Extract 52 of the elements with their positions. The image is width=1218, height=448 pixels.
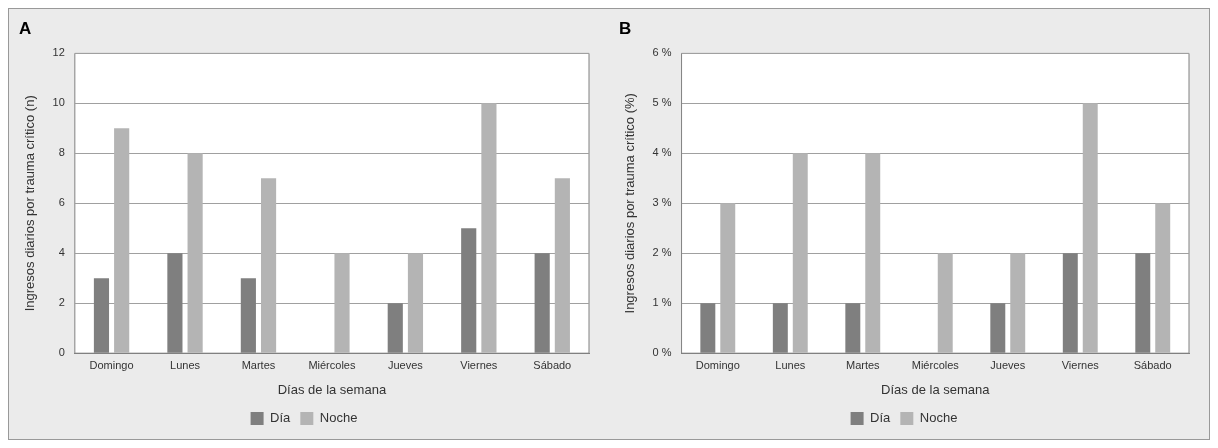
bar (937, 253, 953, 353)
legend-label: Noche (319, 410, 358, 426)
x-axis-title: Días de la semana (277, 381, 387, 397)
y-tick-label: 4 % (652, 146, 672, 159)
x-tick-label: Sábado (1133, 358, 1172, 371)
y-tick-label: 0 % (652, 346, 672, 359)
y-tick-label: 6 % (652, 46, 672, 59)
x-tick-label: Domingo (89, 358, 134, 371)
bar (792, 153, 808, 353)
legend-label: Noche (919, 410, 958, 426)
x-tick-label: Domingo (695, 358, 740, 371)
x-tick-label: Miércoles (911, 358, 960, 371)
bar (554, 178, 570, 353)
x-tick-label: Sábado (533, 358, 572, 371)
x-tick-label: Lunes (170, 358, 201, 371)
x-tick-label: Martes (845, 358, 881, 371)
bar (720, 203, 736, 353)
y-tick-label: 3 % (652, 196, 672, 209)
x-tick-label: Miércoles (308, 358, 356, 371)
y-axis-title: Ingresos diarios por trauma crítico (n) (22, 95, 38, 312)
y-tick-label: 12 (52, 46, 65, 59)
legend-label: Día (870, 410, 892, 426)
x-tick-label: Martes (241, 358, 276, 371)
x-tick-label: Jueves (990, 358, 1026, 371)
x-tick-label: Jueves (387, 358, 424, 371)
y-tick-label: 0 (58, 346, 65, 359)
bar (114, 128, 130, 353)
bar (1082, 103, 1098, 353)
bar (260, 178, 277, 353)
bar (1010, 253, 1026, 353)
bar (407, 253, 424, 353)
chart-title: B (619, 18, 632, 38)
y-tick-label: 5 % (652, 96, 672, 109)
y-tick-label: 2 (58, 296, 65, 309)
bar (187, 153, 203, 353)
y-tick-label: 8 (58, 146, 65, 159)
y-tick-label: 6 (58, 196, 65, 209)
y-tick-label: 2 % (652, 246, 672, 259)
y-tick-label: 1 % (652, 296, 672, 309)
bar (1155, 203, 1171, 353)
x-tick-label: Viernes (460, 358, 498, 371)
y-axis-title: Ingresos diarios por trauma crítico (%) (622, 93, 638, 314)
x-tick-label: Viernes (1061, 358, 1100, 371)
bar (865, 153, 881, 353)
y-tick-label: 10 (52, 96, 65, 109)
bar (481, 103, 497, 353)
chart-title: A (19, 18, 32, 38)
x-tick-label: Lunes (775, 358, 806, 371)
bar (334, 253, 350, 353)
legend-label: Día (270, 410, 292, 426)
y-tick-label: 4 (58, 246, 65, 259)
x-axis-title: Días de la semana (881, 381, 991, 397)
